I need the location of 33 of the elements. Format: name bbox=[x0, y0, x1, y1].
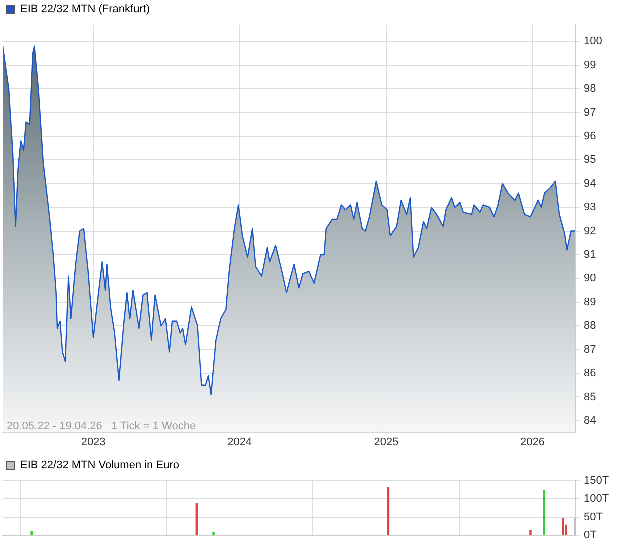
y-tick-label: 90 bbox=[584, 272, 596, 285]
bar bbox=[530, 530, 532, 536]
y-tick-label: 0T bbox=[584, 529, 598, 542]
y-tick-label: 100 bbox=[584, 36, 602, 48]
y-tick-label: 89 bbox=[584, 296, 596, 308]
y-tick-label: 99 bbox=[584, 59, 596, 72]
bar bbox=[212, 532, 215, 536]
y-tick-label: 96 bbox=[584, 130, 596, 142]
annotation: 20.05.22 - 19.04.26 1 Tick = 1 Woche bbox=[7, 420, 196, 432]
bar bbox=[543, 490, 546, 536]
y-tick-label: 86 bbox=[584, 368, 596, 380]
x-tick-label: 2025 bbox=[374, 436, 399, 448]
y-tick-label: 85 bbox=[584, 391, 596, 404]
y-tick-label: 100T bbox=[584, 493, 610, 506]
x-tick-label: 2023 bbox=[81, 436, 106, 448]
x-tick-label: 2026 bbox=[520, 436, 545, 448]
y-tick-label: 88 bbox=[584, 320, 596, 332]
y-tick-label: 50T bbox=[584, 511, 604, 524]
x-tick-label: 2024 bbox=[228, 436, 252, 448]
y-tick-label: 95 bbox=[584, 154, 596, 166]
y-tick-label: 91 bbox=[584, 249, 596, 262]
y-tick-label: 87 bbox=[584, 344, 596, 356]
legend-label: EIB 22/32 MTN Volumen in Euro bbox=[20, 460, 180, 472]
bar bbox=[30, 531, 33, 536]
y-tick-label: 93 bbox=[584, 202, 596, 214]
y-tick-label: 97 bbox=[584, 106, 596, 119]
y-tick-label: 150T bbox=[584, 475, 610, 488]
y-tick-label: 92 bbox=[584, 225, 596, 238]
y-tick-label: 98 bbox=[584, 83, 596, 96]
bar bbox=[562, 518, 564, 536]
y-tick-label: 84 bbox=[584, 414, 596, 427]
legend-label: EIB 22/32 MTN (Frankfurt) bbox=[20, 4, 150, 16]
y-tick-label: 94 bbox=[584, 178, 596, 190]
